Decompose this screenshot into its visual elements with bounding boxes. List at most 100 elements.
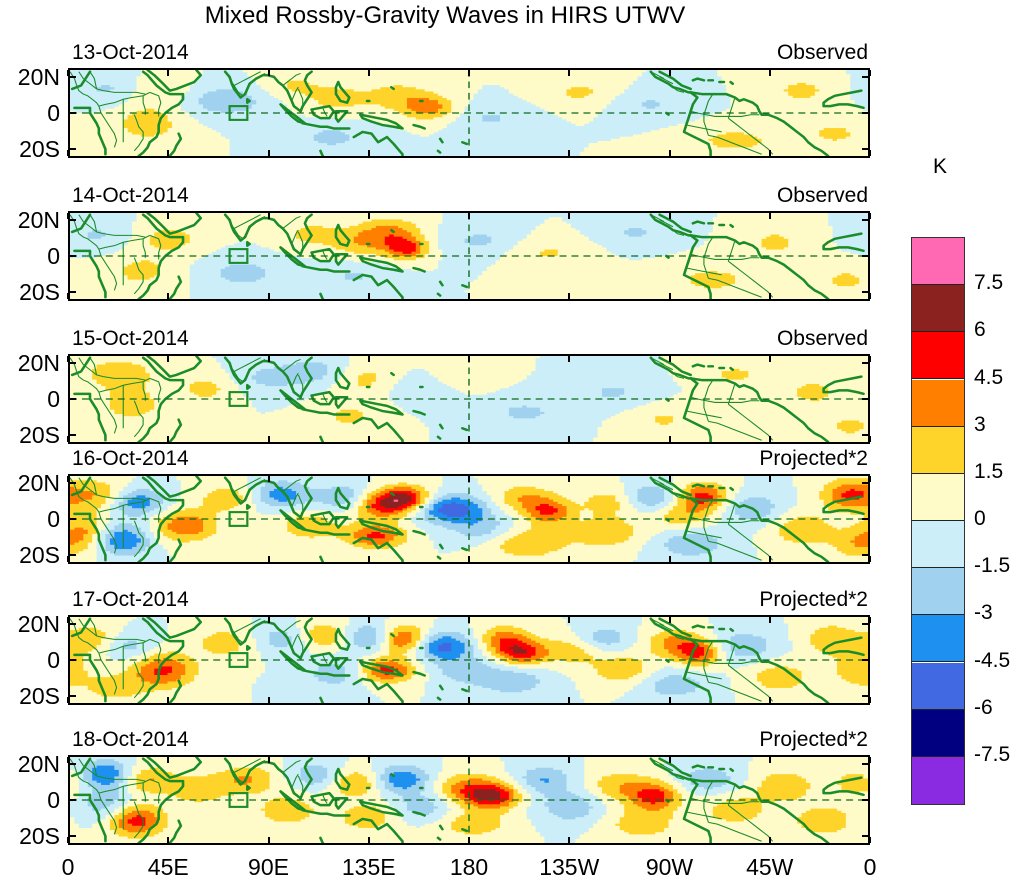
y-axis-tick-label: 20N <box>0 753 60 776</box>
x-tick-mark <box>167 213 170 219</box>
y-tick-mark <box>862 434 868 436</box>
x-tick-mark <box>568 476 571 482</box>
y-tick-mark <box>862 763 868 765</box>
y-axis-tick-label: 20S <box>0 685 60 708</box>
panel-date-label: 13-Oct-2014 <box>72 42 189 63</box>
y-tick-mark <box>862 799 868 801</box>
y-axis-tick-label: 0 <box>0 789 60 812</box>
y-tick-mark <box>862 291 868 293</box>
y-tick-mark <box>862 148 868 150</box>
panel-kind-label: Projected*2 <box>759 729 868 750</box>
y-axis-tick-label: 0 <box>0 388 60 411</box>
x-tick-mark <box>367 697 370 703</box>
map-panel-5: 17-Oct-2014 Projected*2 <box>68 589 870 705</box>
x-tick-mark <box>267 757 270 763</box>
x-tick-mark <box>568 213 571 219</box>
y-tick-mark <box>70 623 76 625</box>
x-tick-mark <box>367 556 370 562</box>
colorbar-band <box>912 473 964 521</box>
x-tick-mark <box>568 436 571 442</box>
colorbar-band <box>912 662 964 710</box>
colorbar-tick-label: 7.5 <box>974 272 1003 293</box>
y-tick-mark <box>862 695 868 697</box>
x-tick-mark <box>568 356 571 362</box>
y-tick-mark <box>70 482 76 484</box>
x-tick-mark <box>468 617 470 623</box>
x-tick-mark <box>468 70 470 76</box>
x-tick-mark <box>267 70 270 76</box>
y-tick-mark <box>70 554 76 556</box>
panel-kind-label: Projected*2 <box>759 448 868 469</box>
x-tick-mark <box>468 293 470 299</box>
y-axis-tick-label: 20N <box>0 613 60 636</box>
y-axis-tick-label: 20N <box>0 209 60 232</box>
x-tick-mark <box>267 213 270 219</box>
x-axis-tick-label: 0 <box>820 856 920 879</box>
x-tick-mark <box>167 293 170 299</box>
map-panel-4: 16-Oct-2014 Projected*2 <box>68 448 870 564</box>
panel-plot-area <box>68 354 870 444</box>
x-tick-mark <box>869 757 871 763</box>
panel-kind-label: Observed <box>777 185 868 206</box>
colorbar-band <box>912 521 964 569</box>
y-axis-tick-label: 0 <box>0 245 60 268</box>
x-tick-mark <box>267 697 270 703</box>
x-tick-mark <box>668 213 671 219</box>
map-panel-6: 18-Oct-2014 Projected*2 <box>68 729 870 845</box>
y-axis-tick-label: 20N <box>0 472 60 495</box>
x-axis-tick-label: 90W <box>620 856 720 879</box>
x-tick-mark <box>869 837 871 843</box>
y-tick-mark <box>70 659 76 661</box>
x-tick-mark <box>668 293 671 299</box>
colorbar-band <box>912 238 964 286</box>
x-tick-mark <box>768 617 771 623</box>
x-tick-mark <box>67 150 69 156</box>
x-tick-mark <box>167 150 170 156</box>
x-tick-mark <box>267 436 270 442</box>
x-axis-tick-label: 180 <box>419 856 519 879</box>
x-tick-mark <box>869 697 871 703</box>
y-axis-tick-label: 20S <box>0 825 60 848</box>
x-tick-mark <box>67 70 69 76</box>
panel-date-label: 17-Oct-2014 <box>72 589 189 610</box>
colorbar-tick-label: 1.5 <box>974 461 1003 482</box>
x-tick-mark <box>468 356 470 362</box>
x-axis-tick-label: 90E <box>219 856 319 879</box>
y-tick-mark <box>70 291 76 293</box>
y-axis-tick-label: 0 <box>0 102 60 125</box>
x-tick-mark <box>167 356 170 362</box>
panel-date-label: 16-Oct-2014 <box>72 448 189 469</box>
x-tick-mark <box>67 697 69 703</box>
x-tick-mark <box>768 70 771 76</box>
y-tick-mark <box>70 799 76 801</box>
x-tick-mark <box>668 476 671 482</box>
y-tick-mark <box>862 76 868 78</box>
panel-date-label: 14-Oct-2014 <box>72 185 189 206</box>
x-tick-mark <box>869 476 871 482</box>
y-axis-tick-label: 20N <box>0 352 60 375</box>
x-tick-mark <box>267 150 270 156</box>
y-tick-mark <box>70 148 76 150</box>
y-axis-tick-label: 0 <box>0 649 60 672</box>
colorbar-tick-label: 3 <box>974 414 986 435</box>
page-title: Mixed Rossby-Gravity Waves in HIRS UTWV <box>0 2 890 30</box>
y-tick-mark <box>862 398 868 400</box>
x-tick-mark <box>167 436 170 442</box>
y-tick-mark <box>862 554 868 556</box>
y-tick-mark <box>862 835 868 837</box>
y-tick-mark <box>70 398 76 400</box>
y-tick-mark <box>862 518 868 520</box>
x-tick-mark <box>869 213 871 219</box>
y-tick-mark <box>70 255 76 257</box>
x-tick-mark <box>67 837 69 843</box>
x-tick-mark <box>668 356 671 362</box>
map-panel-2: 14-Oct-2014 Observed <box>68 185 870 301</box>
x-tick-mark <box>267 556 270 562</box>
x-tick-mark <box>468 697 470 703</box>
x-tick-mark <box>768 476 771 482</box>
x-tick-mark <box>668 617 671 623</box>
x-tick-mark <box>568 697 571 703</box>
y-tick-mark <box>70 835 76 837</box>
x-tick-mark <box>768 150 771 156</box>
x-tick-mark <box>367 436 370 442</box>
